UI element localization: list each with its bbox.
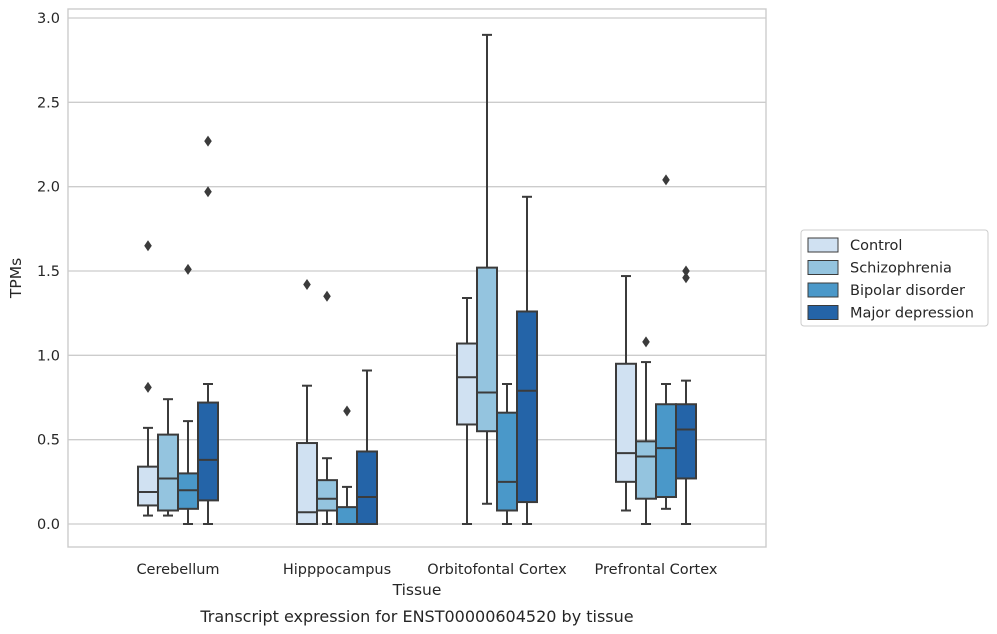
outlier-point [144,240,152,252]
y-tick-labels: 0.0 0.5 1.0 1.5 2.0 2.5 3.0 [37,11,60,533]
box-control [137,240,159,517]
iqr-box [316,479,338,512]
legend-label: Schizophrenia [850,261,952,277]
box-schizophrenia [476,33,498,505]
box-major-depression [197,135,219,525]
iqr-box [157,433,179,512]
iqr-box [336,506,358,525]
iqr-box [356,450,378,525]
box-schizophrenia [157,398,179,517]
legend-swatch [807,260,839,275]
box-schizophrenia [635,336,657,525]
iqr-box [197,401,219,502]
x-tick-label: Prefrontal Cortex [595,562,718,578]
legend-label: Control [850,238,902,254]
iqr-box [476,266,498,433]
box-bipolar-disorder [177,263,199,525]
iqr-box [137,465,159,507]
outlier-point [303,278,311,290]
box-groups [137,33,697,526]
iqr-box [655,403,677,499]
iqr-box [516,310,538,504]
outlier-point [323,290,331,302]
outlier-point [343,405,351,417]
y-tick-label: 1.5 [37,264,60,280]
box-bipolar-disorder [655,174,677,510]
box-major-depression [675,265,697,525]
box-control [296,278,318,526]
y-tick-label: 2.5 [37,95,60,111]
y-tick-label: 0.5 [37,433,60,449]
x-tick-labels: Cerebellum Hipppocampus Orbitofontal Corte… [136,562,717,578]
iqr-box [615,362,637,483]
x-tick-label: Hipppocampus [283,562,391,578]
box-major-depression [516,195,538,525]
legend-swatch [807,237,839,253]
chart-caption: Transcript expression for ENST0000060452… [199,607,633,626]
plot-frame [67,8,767,548]
legend-label: Major depression [850,306,974,322]
box-bipolar-disorder [336,405,358,525]
outlier-point [184,263,192,275]
iqr-box [496,411,518,512]
legend-frame [800,229,989,327]
y-axis-label: TPMs [7,258,25,299]
outlier-point [642,336,650,348]
y-tick-label: 0.0 [37,517,60,533]
y-tick-label: 2.0 [37,180,60,196]
box-schizophrenia [316,290,338,525]
outlier-point [682,272,690,284]
box-control [456,296,478,525]
outlier-point [662,174,670,186]
y-tick-label: 1.0 [37,348,60,364]
outlier-point [144,381,152,393]
box-major-depression [356,369,378,525]
outlier-point [204,135,212,147]
legend-label: Bipolar disorder [850,283,965,299]
x-axis-label: Tissue [392,581,442,599]
legend-swatch [807,305,839,320]
legend: Control Schizophrenia Bipolar disorder Majo… [800,229,989,327]
outlier-point [682,265,690,277]
box-bipolar-disorder [496,383,518,525]
x-tick-label: Cerebellum [136,562,219,578]
box-control [615,275,637,512]
iqr-box [456,342,478,426]
iqr-box [635,440,657,500]
y-tick-label: 3.0 [37,11,60,27]
x-tick-label: Orbitofontal Cortex [427,562,567,578]
legend-swatch [807,282,839,298]
iqr-box [675,403,697,480]
outlier-point [204,186,212,198]
